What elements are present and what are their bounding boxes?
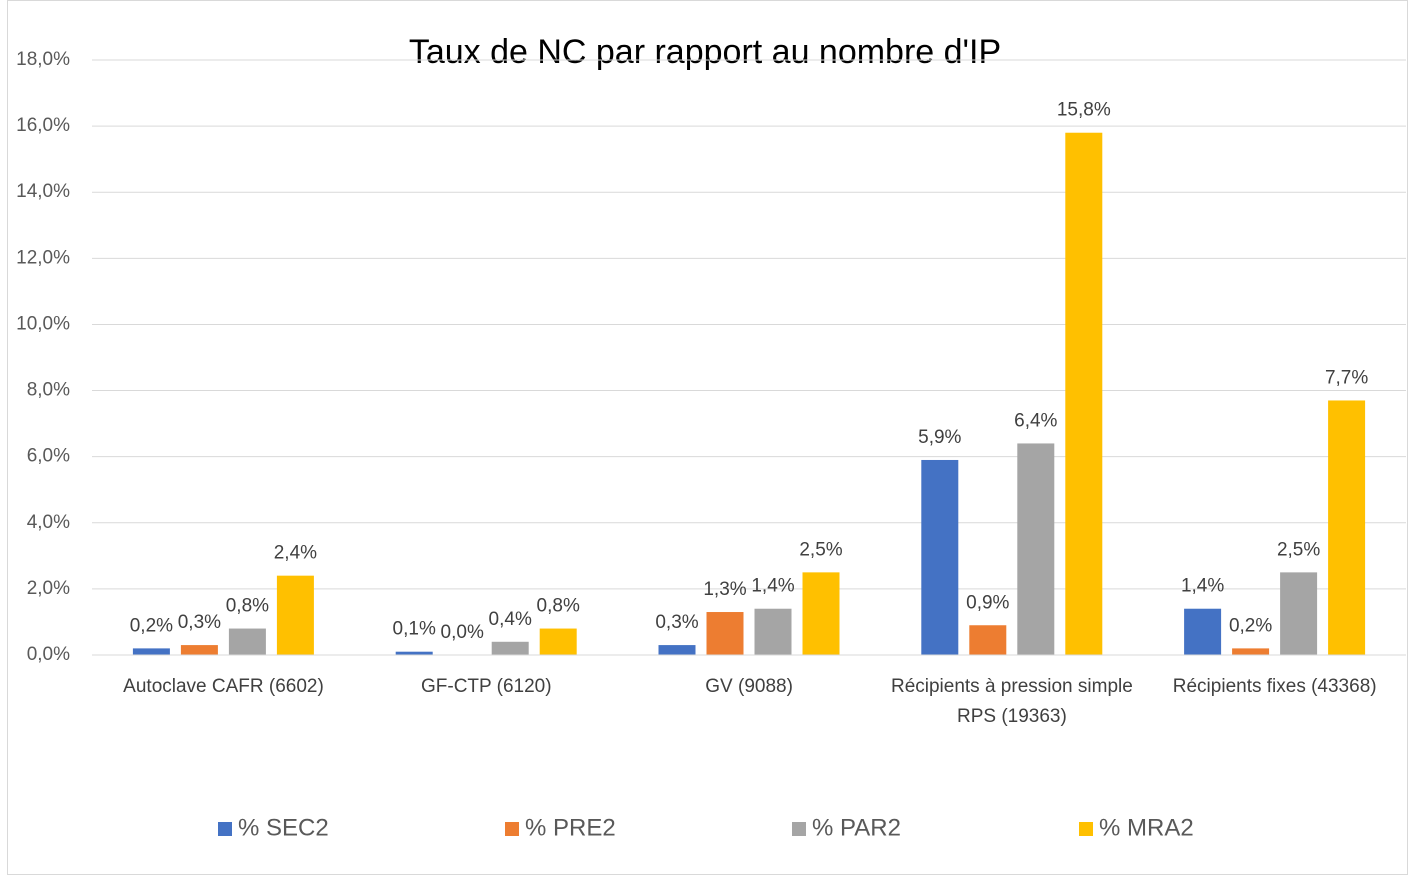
x-tick-label: Récipients fixes (43368) bbox=[1172, 676, 1377, 697]
bar bbox=[969, 625, 1007, 655]
y-tick-label: 6,0% bbox=[27, 446, 70, 467]
legend-marker bbox=[218, 822, 232, 836]
bar bbox=[921, 459, 959, 655]
bar bbox=[1280, 572, 1318, 655]
data-label: 0,8% bbox=[226, 596, 269, 617]
bar bbox=[491, 641, 529, 655]
data-label: 1,4% bbox=[1181, 576, 1224, 597]
data-label: 15,8% bbox=[1057, 100, 1111, 121]
bar bbox=[132, 648, 170, 655]
legend-label: % PRE2 bbox=[525, 814, 616, 841]
data-label: 0,2% bbox=[130, 615, 173, 636]
bar bbox=[754, 608, 792, 655]
bar bbox=[1017, 443, 1055, 655]
data-label: 0,1% bbox=[393, 619, 436, 640]
bar bbox=[1328, 400, 1366, 655]
data-label: 0,0% bbox=[441, 622, 484, 643]
y-tick-label: 12,0% bbox=[16, 247, 70, 268]
data-label: 0,3% bbox=[178, 612, 221, 633]
data-label: 0,2% bbox=[1229, 615, 1272, 636]
chart-title: Taux de NC par rapport au nombre d'IP bbox=[409, 33, 1001, 71]
legend-marker bbox=[792, 822, 806, 836]
y-tick-label: 10,0% bbox=[16, 313, 70, 334]
data-label: 5,9% bbox=[918, 427, 961, 448]
y-tick-label: 0,0% bbox=[27, 644, 70, 665]
bar bbox=[539, 628, 577, 655]
x-tick-label: GF-CTP (6120) bbox=[421, 676, 552, 697]
bar bbox=[706, 612, 744, 655]
legend-marker bbox=[505, 822, 519, 836]
legend-label: % MRA2 bbox=[1099, 814, 1194, 841]
legend-label: % PAR2 bbox=[812, 814, 901, 841]
data-label: 2,5% bbox=[1277, 539, 1320, 560]
legend-label: % SEC2 bbox=[238, 814, 329, 841]
y-tick-label: 14,0% bbox=[16, 181, 70, 202]
y-tick-label: 16,0% bbox=[16, 115, 70, 136]
y-tick-label: 8,0% bbox=[27, 380, 70, 401]
bar bbox=[395, 651, 433, 655]
bar bbox=[1232, 648, 1270, 655]
y-tick-label: 2,0% bbox=[27, 578, 70, 599]
x-tick-label: Autoclave CAFR (6602) bbox=[123, 676, 324, 697]
bar bbox=[1065, 132, 1103, 655]
chart-border bbox=[7, 0, 1408, 875]
bar bbox=[658, 645, 696, 655]
data-label: 1,4% bbox=[751, 576, 794, 597]
legend-marker bbox=[1079, 822, 1093, 836]
data-label: 0,3% bbox=[655, 612, 698, 633]
x-tick-label: GV (9088) bbox=[705, 676, 793, 697]
bar bbox=[276, 575, 314, 655]
data-label: 0,9% bbox=[966, 592, 1009, 613]
y-tick-label: 18,0% bbox=[16, 49, 70, 70]
data-label: 6,4% bbox=[1014, 410, 1057, 431]
bar bbox=[802, 572, 840, 655]
bar bbox=[180, 645, 218, 655]
bar bbox=[1184, 608, 1222, 655]
data-label: 0,4% bbox=[489, 609, 532, 630]
y-tick-label: 4,0% bbox=[27, 512, 70, 533]
bar bbox=[228, 628, 266, 655]
x-tick-label: Récipients à pression simple RPS (19363) bbox=[890, 676, 1133, 727]
data-label: 0,8% bbox=[537, 596, 580, 617]
data-label: 1,3% bbox=[703, 579, 746, 600]
data-label: 2,5% bbox=[799, 539, 842, 560]
data-label: 2,4% bbox=[274, 543, 317, 564]
data-label: 7,7% bbox=[1325, 367, 1368, 388]
